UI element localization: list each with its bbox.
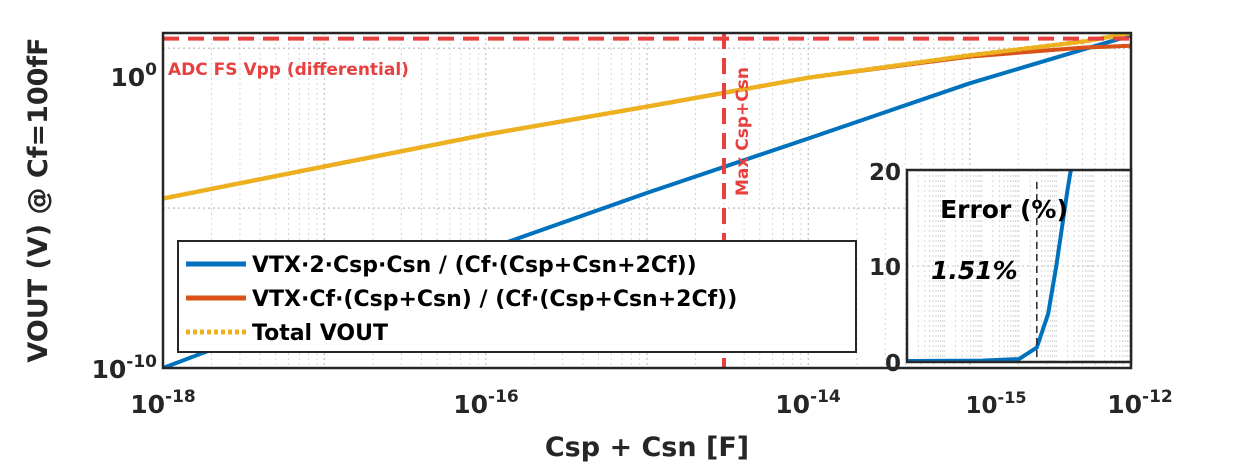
x-tick-1e-18: 10-18 [130, 387, 196, 419]
inset-annotation: 1.51% [931, 256, 1018, 285]
inset-series-group [907, 170, 1073, 362]
inset-y-tick-10: 10 [869, 255, 901, 281]
adc-fs-label: ADC FS Vpp (differential) [168, 60, 409, 80]
inset-frame [905, 168, 1133, 364]
legend: VTX·2·Csp·Csn / (Cf·(Csp+Csn+2Cf)) VTX·C… [177, 240, 857, 353]
legend-label-blue: VTX·2·Csp·Csn / (Cf·(Csp+Csn+2Cf)) [252, 253, 697, 278]
x-tick-1e-16: 10-16 [453, 387, 519, 419]
inset-y-tick-0: 0 [885, 351, 901, 377]
inset-error-line [907, 170, 1073, 362]
inset-x-tick-1e-15: 10-15 [966, 388, 1027, 419]
legend-label-orange: VTX·Cf·(Csp+Csn) / (Cf·(Csp+Csn+2Cf)) [252, 287, 737, 312]
series-line-3 [163, 33, 1131, 201]
x-tick-1e-12: 10-12 [1107, 387, 1173, 419]
y-tick-1e-10: 10-10 [91, 352, 157, 384]
legend-label-total: Total VOUT [252, 321, 388, 346]
y-axis-title: VOUT (V) @ Cf=100fF [23, 37, 54, 362]
x-tick-1e-14: 10-14 [775, 387, 841, 419]
x-axis-title: Csp + Csn [F] [545, 432, 749, 463]
legend-box [177, 240, 857, 353]
y-tick-1e0: 100 [110, 60, 157, 92]
inset-y-tick-20: 20 [869, 160, 901, 186]
max-csp-csn-label: Max Csp+Csn [733, 67, 753, 196]
inset-title: Error (%) [940, 195, 1068, 224]
inset-chart: Error (%) 1.51% 20 10 0 10-15 [869, 160, 1133, 419]
